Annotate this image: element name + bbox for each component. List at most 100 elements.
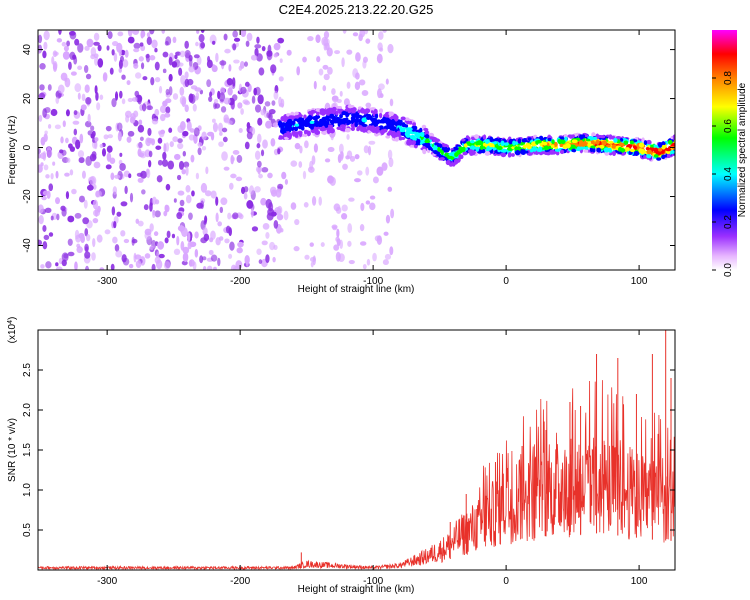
spectrogram-cell bbox=[173, 198, 177, 203]
spectrogram-ridge-cell bbox=[647, 140, 652, 145]
spectrogram-cell bbox=[109, 67, 114, 75]
spectrogram-ridge-cell bbox=[543, 145, 550, 151]
spectrogram-ridge-cell bbox=[617, 151, 623, 155]
spectrogram-x-tick-label: -200 bbox=[230, 276, 250, 287]
spectrogram-cell bbox=[182, 150, 187, 157]
spectrogram-cell bbox=[358, 79, 366, 86]
spectrogram-cell bbox=[38, 34, 43, 44]
spectrogram-cell bbox=[201, 131, 207, 141]
spectrogram-cell bbox=[243, 186, 249, 193]
spectrogram-cell bbox=[203, 233, 210, 242]
spectrogram-cell bbox=[121, 74, 126, 80]
spectrogram-cell bbox=[55, 266, 63, 270]
spectrogram-cell bbox=[81, 170, 86, 179]
spectrogram-ridge-cell bbox=[339, 127, 345, 132]
spectrogram-cell bbox=[167, 160, 175, 170]
spectrogram-cell bbox=[200, 30, 205, 34]
spectrogram-ridge-cell bbox=[640, 148, 645, 155]
spectrogram-cell bbox=[326, 47, 333, 57]
spectrogram-ridge-cell bbox=[619, 138, 624, 142]
spectrogram-cell bbox=[258, 173, 263, 179]
spectrogram-ridge-cell bbox=[370, 110, 375, 114]
spectrogram-cell bbox=[185, 165, 189, 176]
spectrogram-cell bbox=[84, 120, 92, 128]
spectrogram-ridge-cell bbox=[421, 124, 427, 129]
spectrogram-cell bbox=[116, 211, 122, 217]
colorbar-tick-label: 0.0 bbox=[723, 263, 734, 277]
spectrogram-ridge-cell bbox=[357, 108, 361, 114]
spectrogram-cell bbox=[164, 204, 170, 213]
spectrogram-cell bbox=[52, 161, 56, 166]
spectrogram-ridge-cell bbox=[462, 151, 467, 156]
spectrogram-cell bbox=[346, 150, 353, 159]
spectrogram-cell bbox=[210, 132, 215, 141]
spectrogram-ridge-cell bbox=[479, 145, 484, 150]
spectrogram-cell bbox=[270, 64, 277, 74]
spectrogram-cell bbox=[159, 105, 167, 114]
spectrogram-cell bbox=[148, 160, 152, 168]
spectrogram-cell bbox=[231, 156, 236, 162]
spectrogram-cell bbox=[74, 229, 80, 240]
spectrogram-cell bbox=[324, 158, 331, 163]
spectrogram-cell bbox=[338, 143, 344, 154]
spectrogram-cell bbox=[162, 68, 167, 74]
spectrogram-ridge-cell bbox=[532, 146, 537, 152]
spectrogram-ridge-cell bbox=[521, 138, 526, 143]
spectrogram-cell bbox=[56, 213, 60, 221]
spectrogram-cell bbox=[240, 86, 247, 94]
colorbar-tick-label: 0.8 bbox=[723, 71, 734, 85]
spectrogram-cell bbox=[133, 48, 140, 53]
spectrogram-cell bbox=[71, 188, 77, 195]
spectrogram-cell bbox=[43, 234, 50, 241]
snr-multiplier-exponent: 4 bbox=[7, 320, 14, 324]
spectrogram-cell bbox=[104, 229, 111, 235]
spectrogram-cell bbox=[206, 265, 213, 270]
spectrogram-ridge-cell bbox=[361, 117, 367, 123]
spectrogram-ridge-cell bbox=[596, 147, 602, 153]
spectrogram-cell bbox=[342, 30, 347, 34]
spectrogram-cell bbox=[256, 53, 263, 62]
spectrogram-cell bbox=[309, 242, 314, 247]
spectrogram-cell bbox=[352, 32, 359, 37]
spectrogram-cell bbox=[143, 204, 149, 211]
spectrogram-cell bbox=[80, 104, 87, 111]
spectrogram-cell bbox=[195, 41, 199, 47]
spectrogram-ridge-cell bbox=[313, 116, 318, 121]
spectrogram-cell bbox=[233, 265, 240, 270]
spectrogram-cell bbox=[74, 38, 80, 46]
spectrogram-ridge-cell bbox=[665, 148, 672, 152]
spectrogram-cell bbox=[298, 161, 303, 168]
spectrogram-cell bbox=[106, 45, 110, 51]
spectrogram-cell bbox=[226, 77, 233, 86]
spectrogram-ridge-cell bbox=[321, 130, 326, 135]
spectrogram-cell bbox=[346, 49, 353, 55]
spectrogram-cell bbox=[290, 202, 297, 210]
spectrogram-ridge-cell bbox=[364, 108, 371, 114]
spectrogram-cell bbox=[342, 163, 348, 170]
spectrogram-cell bbox=[85, 73, 92, 80]
spectrogram-ridge-cell bbox=[467, 149, 474, 154]
spectrogram-cell bbox=[181, 168, 186, 175]
spectrogram-cell bbox=[38, 148, 41, 155]
spectrogram-cell bbox=[134, 90, 140, 97]
spectrogram-cell bbox=[336, 238, 341, 247]
spectrogram-cell bbox=[215, 52, 219, 63]
spectrogram-cell bbox=[165, 98, 172, 104]
spectrogram-cell bbox=[376, 166, 384, 176]
spectrogram-ridge-cell bbox=[571, 134, 575, 138]
spectrogram-ridge-cell bbox=[415, 141, 420, 146]
spectrogram-cell bbox=[278, 76, 284, 82]
spectrogram-cell bbox=[348, 259, 355, 265]
spectrogram-cell bbox=[44, 106, 51, 114]
spectrogram-cell bbox=[151, 39, 158, 49]
spectrogram-cell bbox=[385, 214, 391, 224]
spectrogram-cell bbox=[79, 133, 84, 144]
spectrogram-ridge-cell bbox=[511, 153, 515, 157]
spectrogram-cell bbox=[95, 91, 99, 101]
spectrogram-ridge-cell bbox=[371, 128, 377, 133]
spectrogram-ridge-cell bbox=[406, 127, 413, 132]
spectrogram-ridge-cell bbox=[458, 153, 463, 160]
spectrogram-cell bbox=[137, 124, 145, 133]
spectrogram-cell bbox=[61, 252, 69, 262]
spectrogram-ridge-cell bbox=[571, 148, 576, 153]
